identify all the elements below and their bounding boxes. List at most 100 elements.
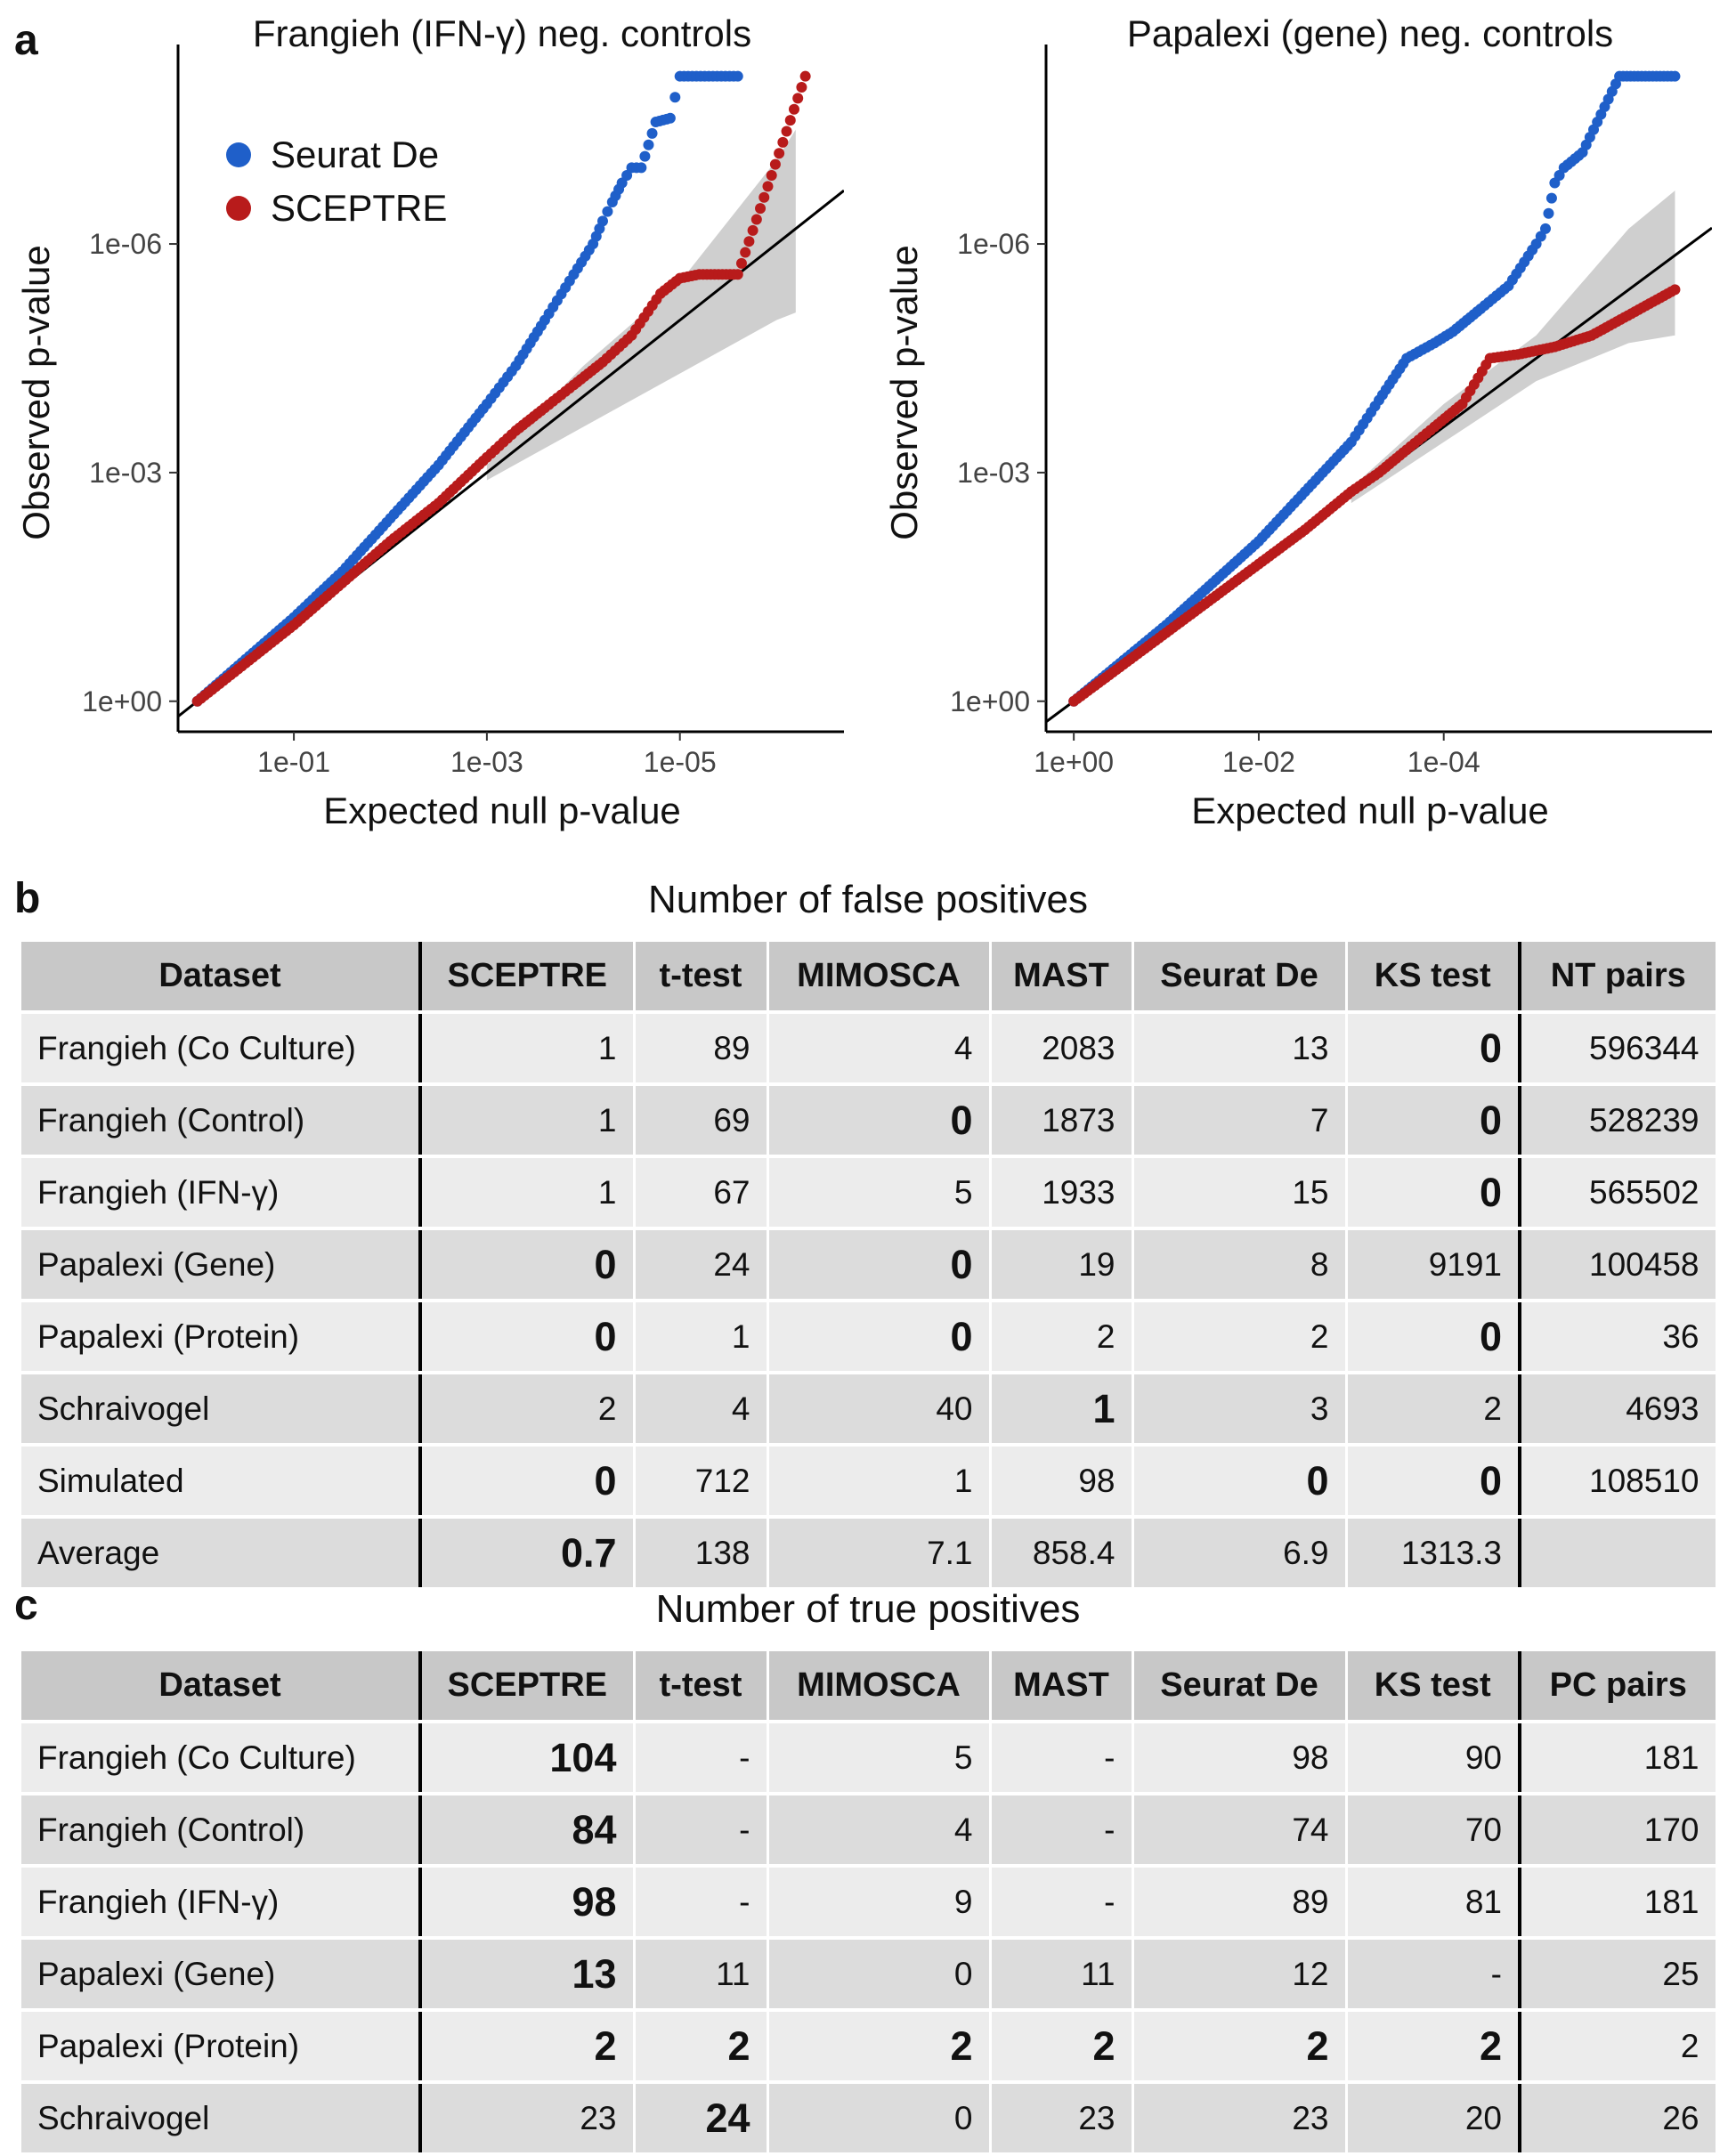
y-axis-label: Observed p-value xyxy=(883,245,925,540)
value-cell: 1933 xyxy=(990,1156,1134,1230)
x-axis-label: Expected null p-value xyxy=(1191,790,1549,831)
value-cell: 2 xyxy=(767,2010,992,2084)
confidence-band xyxy=(486,129,796,481)
value-cell: 0 xyxy=(1346,1156,1521,1230)
value-cell: 6.9 xyxy=(1132,1515,1348,1591)
value-cell: 81 xyxy=(1346,1866,1521,1940)
value-cell: 8 xyxy=(1132,1228,1348,1302)
value-cell: 181 xyxy=(1520,1866,1718,1940)
column-header: SCEPTRE xyxy=(418,942,636,1014)
y-tick-label: 1e-03 xyxy=(89,457,162,489)
column-header: MAST xyxy=(990,942,1134,1014)
value-cell: - xyxy=(634,1722,769,1795)
value-cell: 24 xyxy=(634,2082,769,2156)
column-header: KS test xyxy=(1346,1651,1521,1723)
value-cell: 23 xyxy=(990,2082,1134,2156)
column-header: Dataset xyxy=(21,1651,422,1723)
data-point xyxy=(596,215,608,227)
value-cell: - xyxy=(990,1722,1134,1795)
value-cell: 5 xyxy=(767,1156,992,1230)
column-header: Seurat De xyxy=(1132,942,1348,1014)
panel-letter-b: b xyxy=(14,875,41,922)
column-header: t-test xyxy=(634,942,769,1014)
data-point xyxy=(750,214,762,225)
column-header: MAST xyxy=(990,1651,1134,1723)
data-point xyxy=(732,70,743,82)
value-cell: 7 xyxy=(1132,1084,1348,1158)
column-header: PC pairs xyxy=(1520,1651,1718,1723)
data-point xyxy=(643,139,654,150)
data-point xyxy=(788,103,799,115)
table-row: Frangieh (Co Culture) 104-5-98 90 181 xyxy=(21,1722,1718,1795)
value-cell: 4693 xyxy=(1520,1373,1718,1447)
value-cell xyxy=(1520,1515,1718,1591)
value-cell: 0.7 xyxy=(418,1515,636,1591)
value-cell: 4 xyxy=(634,1373,769,1447)
x-tick-label: 1e-01 xyxy=(257,746,330,778)
value-cell: 4 xyxy=(767,1794,992,1868)
dataset-cell: Frangieh (IFN-γ) xyxy=(21,1866,422,1940)
table-row: Frangieh (IFN-γ) 1 67 5 1933 15 0 565502 xyxy=(21,1156,1718,1230)
value-cell: 0 xyxy=(1346,1301,1521,1374)
data-point xyxy=(1669,70,1681,82)
x-tick-label: 1e+00 xyxy=(1034,746,1114,778)
value-cell: 98 xyxy=(990,1445,1134,1519)
dataset-cell: Papalexi (Gene) xyxy=(21,1228,422,1302)
data-point xyxy=(762,181,774,192)
plot-title: Papalexi (gene) neg. controls xyxy=(1127,12,1613,54)
dataset-cell: Papalexi (Protein) xyxy=(21,2010,422,2084)
x-tick-label: 1e-04 xyxy=(1407,746,1480,778)
column-header: t-test xyxy=(634,1651,769,1723)
table-row: Simulated 0 712 1 98 0 0 108510 xyxy=(21,1445,1718,1519)
data-point xyxy=(636,162,647,174)
table-row: Papalexi (Protein) 2 2 2 2 2 2 2 xyxy=(21,2010,1718,2084)
value-cell: 15 xyxy=(1132,1156,1348,1230)
data-point xyxy=(755,203,767,215)
value-cell: 0 xyxy=(767,1938,992,2012)
value-cell: 1 xyxy=(634,1301,769,1374)
value-cell: 26 xyxy=(1520,2082,1718,2156)
value-cell: 2 xyxy=(990,2010,1134,2084)
data-point xyxy=(743,236,755,247)
false-positives-table: Dataset SCEPTRE t-test MIMOSCA MAST Seurat De… xyxy=(21,942,1718,1591)
value-cell: 0 xyxy=(418,1301,636,1374)
value-cell: 108510 xyxy=(1520,1445,1718,1519)
table-row: Papalexi (Protein) 0 1 0 2 2 0 36 xyxy=(21,1301,1718,1374)
data-point xyxy=(769,158,781,170)
data-point xyxy=(1669,284,1681,296)
data-point xyxy=(740,247,751,258)
dataset-cell: Schraivogel xyxy=(21,2082,422,2156)
x-axis-label: Expected null p-value xyxy=(323,790,681,831)
value-cell: 0 xyxy=(1346,1012,1521,1086)
qq-plot-frangieh: Frangieh (IFN-γ) neg. controls 1e-01 1e-03… xyxy=(15,12,844,831)
value-cell: 0 xyxy=(767,1228,992,1302)
value-cell: 12 xyxy=(1132,1938,1348,2012)
value-cell: 2 xyxy=(634,2010,769,2084)
series-sceptre xyxy=(191,70,811,707)
value-cell: 138 xyxy=(634,1515,769,1591)
data-point xyxy=(796,82,807,93)
table-row: Frangieh (Co Culture) 1 89 4 2083 13 0 596344 xyxy=(21,1012,1718,1086)
value-cell: 20 xyxy=(1346,2082,1521,2156)
value-cell: 13 xyxy=(1132,1012,1348,1086)
data-point xyxy=(747,224,758,236)
data-point xyxy=(766,169,777,181)
x-tick-label: 1e-02 xyxy=(1222,746,1295,778)
value-cell: - xyxy=(990,1866,1134,1940)
value-cell: 2 xyxy=(1520,2010,1718,2084)
data-point xyxy=(799,70,811,82)
value-cell: 2 xyxy=(1346,1373,1521,1447)
value-cell: 0 xyxy=(767,2082,992,2156)
value-cell: 1 xyxy=(418,1084,636,1158)
value-cell: 23 xyxy=(418,2082,636,2156)
dataset-cell: Papalexi (Gene) xyxy=(21,1938,422,2012)
dataset-cell: Frangieh (Co Culture) xyxy=(21,1012,422,1086)
table-row: Frangieh (Control) 84-4-74 70 170 xyxy=(21,1794,1718,1868)
dataset-cell: Average xyxy=(21,1515,422,1591)
value-cell: 25 xyxy=(1520,1938,1718,2012)
dataset-cell: Frangieh (Control) xyxy=(21,1084,422,1158)
data-point xyxy=(1543,207,1554,219)
data-point xyxy=(784,115,796,126)
value-cell: 9191 xyxy=(1346,1228,1521,1302)
x-tick-label: 1e-05 xyxy=(644,746,717,778)
